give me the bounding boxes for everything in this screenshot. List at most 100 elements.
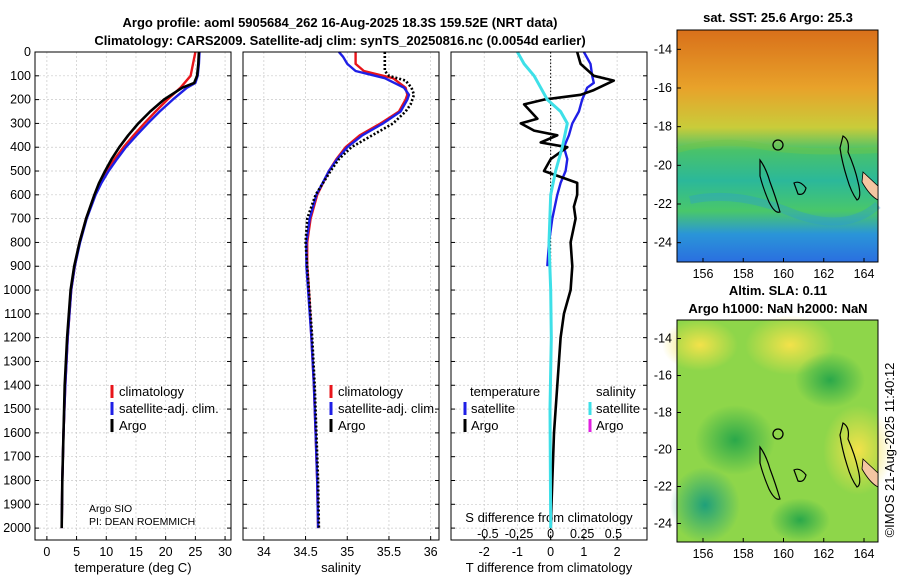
plot-frame bbox=[450, 51, 648, 541]
map-y-tick-label: -18 bbox=[654, 406, 672, 420]
series-line-s-satellite bbox=[516, 51, 569, 529]
x-axis-label: salinity bbox=[321, 560, 361, 575]
x-tick-label: 35.5 bbox=[377, 545, 401, 559]
argo-position-marker bbox=[772, 139, 784, 151]
x-tick-label: -1 bbox=[512, 545, 523, 559]
y-tick-label: 600 bbox=[10, 188, 31, 202]
header-line-2: Climatology: CARS2009. Satellite-adj cli… bbox=[94, 33, 585, 48]
temperature-panel: 0100200300400500600700800900100011001200… bbox=[3, 45, 232, 575]
y-tick-label: 1400 bbox=[3, 378, 31, 392]
x-tick-label: 10 bbox=[99, 545, 113, 559]
map-y-tick-label: -14 bbox=[654, 42, 672, 56]
series-line-argo bbox=[60, 51, 201, 529]
y-tick-label: 800 bbox=[10, 235, 31, 249]
sst-cool-band bbox=[689, 192, 881, 226]
sla-map-title-1: Altim. SLA: 0.11 bbox=[729, 283, 827, 298]
difference-panel: -2 -1 0 1 2-0.5 -0.25 0 0.25 0.5S difference fro… bbox=[450, 51, 648, 575]
grid bbox=[243, 51, 439, 540]
reef-outline bbox=[759, 158, 781, 213]
s-tick-label: -0.5 bbox=[477, 527, 499, 541]
y-tick-label: 1000 bbox=[3, 283, 31, 297]
series-line-satellite-adj-clim bbox=[305, 51, 411, 529]
sst-field bbox=[677, 30, 878, 262]
x-tick-label: 25 bbox=[188, 545, 202, 559]
sla-overlay bbox=[759, 422, 879, 500]
reef-outline bbox=[839, 422, 861, 488]
footer-copyright: ©IMOS 21-Aug-2025 11:40:12 bbox=[882, 363, 897, 538]
legend-satellite: satellite-adj. clim. bbox=[119, 401, 219, 416]
sst-map-title: sat. SST: 25.6 Argo: 25.3 bbox=[703, 10, 853, 25]
y-tick-label: 500 bbox=[10, 164, 31, 178]
reef-outline bbox=[793, 181, 807, 195]
map-x-tick-label: 158 bbox=[733, 267, 754, 281]
plot-frame bbox=[242, 51, 440, 541]
y-tick-label: 1200 bbox=[3, 331, 31, 345]
map-y-tick-label: -18 bbox=[654, 120, 672, 134]
x-tick-label: 2 bbox=[614, 545, 621, 559]
x-axis-label: T difference from climatology bbox=[466, 560, 633, 575]
map-x-tick-label: 156 bbox=[693, 267, 714, 281]
sla-low-blob bbox=[795, 352, 865, 408]
x-tick-label: -2 bbox=[479, 545, 490, 559]
temperature-legend: climatology satellite-adj. clim. Argo bbox=[110, 384, 219, 433]
series-line-argo bbox=[304, 52, 416, 529]
legend-climatology: climatology bbox=[119, 384, 185, 399]
x-tick-label: 0 bbox=[43, 545, 50, 559]
map-x-tick-label: 160 bbox=[773, 267, 794, 281]
x-tick-label: 0 bbox=[547, 545, 554, 559]
x-tick-label: 15 bbox=[129, 545, 143, 559]
map-x-tick-label: 162 bbox=[813, 267, 834, 281]
sla-axes: -14 -16 -18 -20 -22 -24 156 158 160 162 164 bbox=[654, 332, 875, 562]
sst-overlay bbox=[759, 135, 879, 213]
x-axis-label: temperature (deg C) bbox=[74, 560, 191, 575]
credit-institution: Argo SIO bbox=[89, 503, 132, 515]
sla-low-blob bbox=[695, 405, 775, 475]
map-y-tick-label: -20 bbox=[654, 158, 672, 172]
map-x-tick-label: 158 bbox=[733, 547, 754, 561]
x-tick-label: 35 bbox=[340, 545, 354, 559]
header-line-1: Argo profile: aoml 5905684_262 16-Aug-20… bbox=[123, 15, 558, 30]
map-x-tick-label: 156 bbox=[693, 547, 714, 561]
y-tick-label: 900 bbox=[10, 259, 31, 273]
y-tick-label: 300 bbox=[10, 116, 31, 130]
difference-legend: temperature satellite Argo salinity sate… bbox=[463, 384, 640, 433]
y-tick-label: 1500 bbox=[3, 402, 31, 416]
x-tick-label: 36 bbox=[424, 545, 438, 559]
map-y-tick-label: -24 bbox=[654, 517, 672, 531]
map-x-tick-label: 164 bbox=[854, 267, 875, 281]
y-tick-label: 1100 bbox=[4, 307, 31, 321]
map-x-tick-label: 160 bbox=[773, 547, 794, 561]
land bbox=[861, 458, 879, 488]
salinity-panel: 34 34.5 35 35.5 36 salinity bbox=[242, 51, 440, 575]
x-tick-label: 1 bbox=[580, 545, 587, 559]
y-tick-label: 100 bbox=[10, 69, 31, 83]
grid bbox=[35, 51, 231, 540]
legend-s-argo: Argo bbox=[596, 418, 623, 433]
series-line-t-argo bbox=[519, 51, 616, 529]
map-y-tick-label: -24 bbox=[654, 236, 672, 250]
y-tick-label: 200 bbox=[10, 93, 31, 107]
reef-outline bbox=[793, 468, 807, 482]
x-tick-label: 5 bbox=[73, 545, 80, 559]
legend-satellite: satellite-adj. clim. bbox=[338, 401, 438, 416]
legend-s-satellite: satellite bbox=[596, 401, 640, 416]
y-tick-label: 1300 bbox=[3, 354, 31, 368]
map-y-tick-label: -16 bbox=[654, 81, 672, 95]
y-tick-label: 1800 bbox=[3, 473, 31, 487]
legend-argo: Argo bbox=[338, 418, 365, 433]
x-tick-label: 34.5 bbox=[293, 545, 317, 559]
s-tick-label: 0 bbox=[547, 527, 554, 541]
plot-frame bbox=[34, 51, 232, 541]
y-tick-label: 700 bbox=[10, 212, 31, 226]
sla-low-blob bbox=[770, 498, 830, 542]
salinity-legend: climatology satellite-adj. clim. Argo bbox=[329, 384, 438, 433]
y-tick-label: 1600 bbox=[3, 426, 31, 440]
sst-frame bbox=[676, 29, 879, 263]
series-line-satellite-adj-clim bbox=[60, 51, 201, 529]
map-y-tick-label: -22 bbox=[654, 197, 672, 211]
legend-climatology: climatology bbox=[338, 384, 404, 399]
y-tick-label: 1900 bbox=[3, 497, 31, 511]
legend-temperature-title: temperature bbox=[470, 384, 540, 399]
y-tick-label: 2000 bbox=[3, 521, 31, 535]
